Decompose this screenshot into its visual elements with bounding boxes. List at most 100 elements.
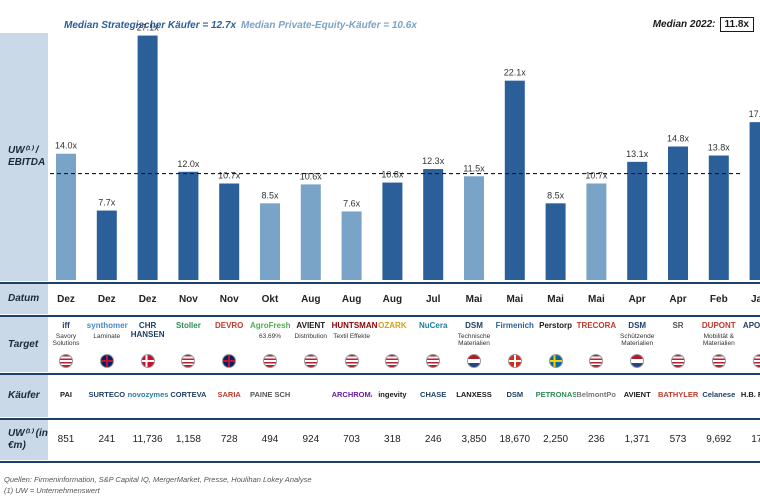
target-sub: Technische Materialien [457,333,491,348]
target-sub: Laminate [93,333,121,340]
buyer-logo: SURTECO [88,390,126,399]
datum-cell: Apr [628,294,646,305]
uw-value: 172 [751,434,760,445]
legend-strategic: Median Strategischer Käufer = 12.7x [64,20,237,31]
bar-8 [382,182,403,280]
buyer-logo: CHASE [420,390,447,399]
buyer-logo: BATHYLER [658,390,698,399]
median-label: Median 2022: [652,19,716,30]
bar-14 [627,161,648,280]
buyer-logo: AVIENT [623,390,651,399]
uw-value: 2,250 [543,434,569,445]
bar-label-1: 7.7x [98,198,116,208]
buyer-logo: ARCHROMA [331,390,372,399]
bar-label-7: 7.6x [343,198,361,208]
target-logo: iff [62,321,70,330]
target-logo: synthomer [86,321,128,330]
uw-value: 851 [57,434,75,445]
target-logo: OZARK [378,321,407,330]
flag-us-icon [589,354,604,368]
bar-label-16: 13.8x [708,143,731,153]
bar-label-2: 27.1x [137,23,160,33]
flag-us-icon [426,354,441,368]
bar-2 [137,35,158,280]
row-label-target: Target [0,317,48,372]
flag-us-icon [59,354,73,368]
bar-6 [300,184,321,280]
target-logo: HUNTSMAN [331,321,378,330]
datum-cell: Nov [178,294,198,305]
target-logo: CHR HANSEN [130,321,165,339]
target-sub: Savory Solutions [52,333,80,348]
flag-us-icon [303,354,318,368]
datum-cell: Mai [506,294,524,305]
target-sub: Distribution [294,333,328,340]
datum-cell: Dez [138,294,157,305]
bar-7 [341,211,362,280]
uw-value: 703 [343,434,360,445]
target-logo: NuCera [418,321,448,330]
bar-5 [260,203,280,280]
bar-0 [56,153,76,280]
bar-label-0: 14.0x [55,141,78,151]
row-label-uw: UW⁽¹⁾ (in €m) [0,420,48,460]
uw-value: 1,158 [175,434,201,445]
target-logo: APOLLO [742,321,760,330]
flag-nl-icon [467,354,481,368]
bar-12 [545,203,566,280]
datum-cell: Aug [382,294,403,305]
flag-ch-icon [507,354,522,368]
bar-label-3: 12.0x [177,159,200,169]
datum-cell: Okt [261,294,279,305]
buyer-logo: H.B. Fuller [740,390,760,399]
bar-label-10: 11.5x [463,163,485,173]
buyer-logo: Celanese [702,390,736,399]
target-logo: DSM [465,321,483,330]
bar-16 [708,155,729,280]
bar-label-6: 10.6x [300,171,323,181]
buyer-logo: novozymes [127,390,168,399]
separator [0,418,760,420]
flag-us-icon [385,354,400,368]
bar-15 [668,146,688,280]
target-sub: Schützende Materialien [620,333,655,348]
uw-value: 18,670 [499,434,531,445]
buyer-logo: SARIA [217,390,241,399]
bar-4 [219,183,240,280]
bar-label-9: 12.3x [422,156,445,166]
bar-17 [749,122,760,280]
target-logo: Firmenich [495,321,534,330]
target-sub: 63.69% [258,333,282,340]
bar-13 [586,183,607,280]
uw-value: 924 [302,434,320,445]
flag-us-icon [671,354,685,368]
flag-nl-icon [630,354,645,368]
datum-cell: Aug [301,294,321,305]
bar-3 [178,171,199,280]
bar-label-11: 22.1x [504,68,527,78]
datum-cell: Dez [97,294,116,305]
target-logo: AgroFresh [250,321,291,330]
target-logo: DSM [628,321,647,330]
datum-cell: Jul [425,294,441,305]
target-sub: Textil Effekte [333,333,370,340]
bar-chart: 14.0x 7.7x 27.1x 12.0x 10.7x 8.5x 10.6x 7.6x 10.… [50,23,760,281]
row-label-datum: Datum [0,284,48,314]
footer-sources: Quellen: Firmeninformation, S&P Capital … [4,475,312,484]
bar-10 [464,176,484,280]
bar-label-8: 10.8x [381,170,404,180]
flag-dk-icon [140,354,155,368]
bar-label-14: 13.1x [626,149,649,159]
flag-us-icon [752,354,760,368]
datum-cell: Apr [669,294,687,305]
bar-label-5: 8.5x [261,190,279,200]
datum-cell: Feb [709,294,728,305]
separator [0,282,760,284]
buyer-logo: PETRONAS [535,390,576,399]
buyer-logo: ingevity [378,390,407,399]
datum-cell: Mai [588,294,605,305]
uw-value: 11,736 [132,434,163,445]
separator [0,373,760,375]
uw-value: 494 [261,434,279,445]
datum-cell: Aug [341,294,362,305]
